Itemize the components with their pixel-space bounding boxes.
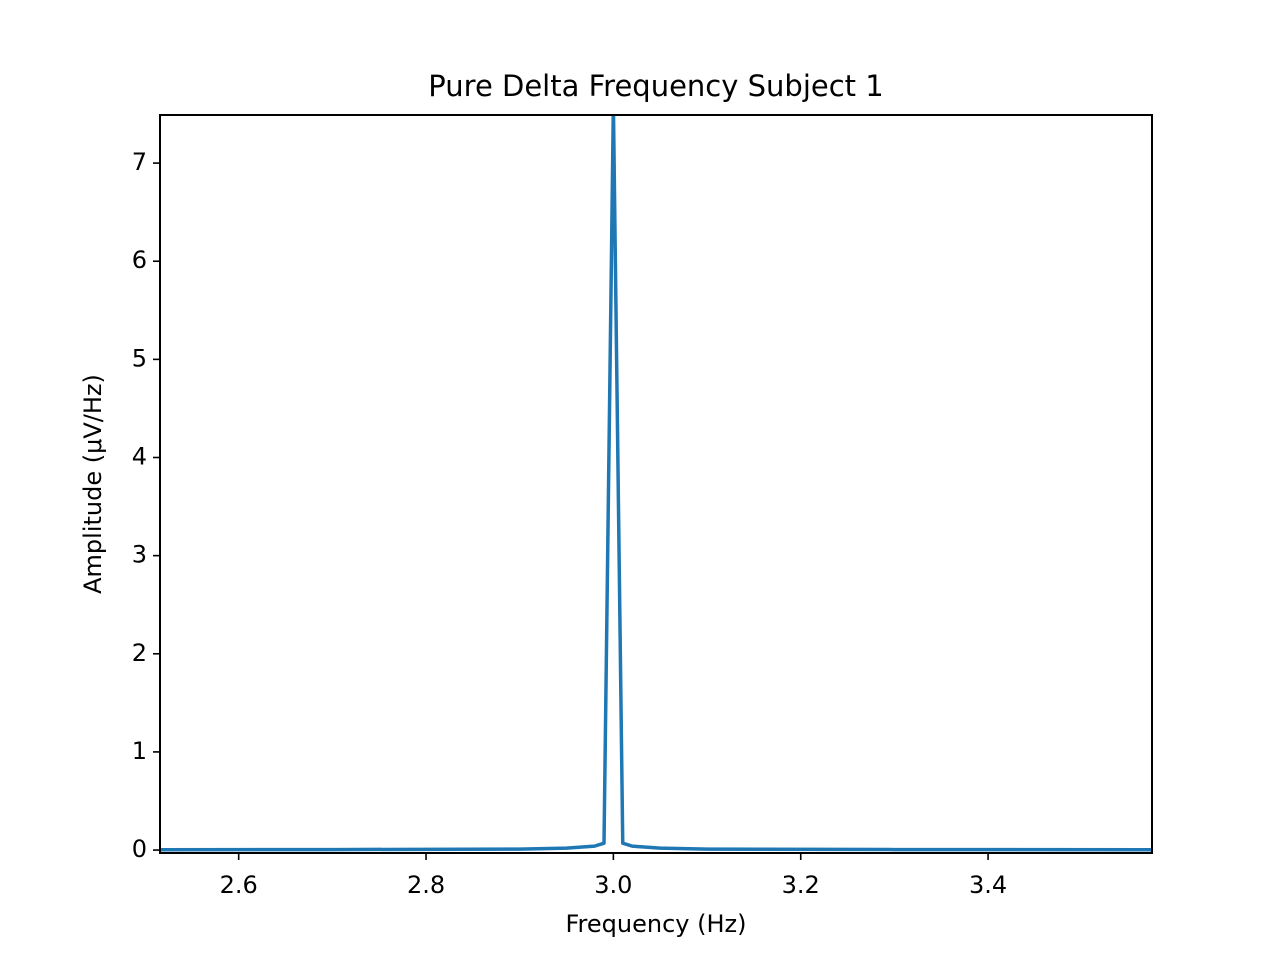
x-tick-label: 2.8 [407, 871, 445, 899]
axes-frame [159, 114, 1153, 854]
x-tick-label: 3.2 [782, 871, 820, 899]
chart-title: Pure Delta Frequency Subject 1 [428, 69, 883, 103]
data-line [160, 115, 1152, 852]
y-tick-label: 4 [132, 443, 147, 471]
plot-area [160, 115, 1152, 852]
y-tick-label: 2 [132, 639, 147, 667]
y-tick-label: 1 [132, 737, 147, 765]
y-tick-label: 3 [132, 541, 147, 569]
x-tick-label: 3.0 [594, 871, 632, 899]
x-tick-label: 2.6 [220, 871, 258, 899]
y-axis-label: Amplitude (μV/Hz) [79, 374, 107, 594]
y-tick-label: 7 [132, 148, 147, 176]
x-tick-label: 3.4 [969, 871, 1007, 899]
y-tick-label: 6 [132, 246, 147, 274]
y-tick-label: 5 [132, 344, 147, 372]
x-axis-label: Frequency (Hz) [566, 910, 747, 938]
y-tick-label: 0 [132, 835, 147, 863]
